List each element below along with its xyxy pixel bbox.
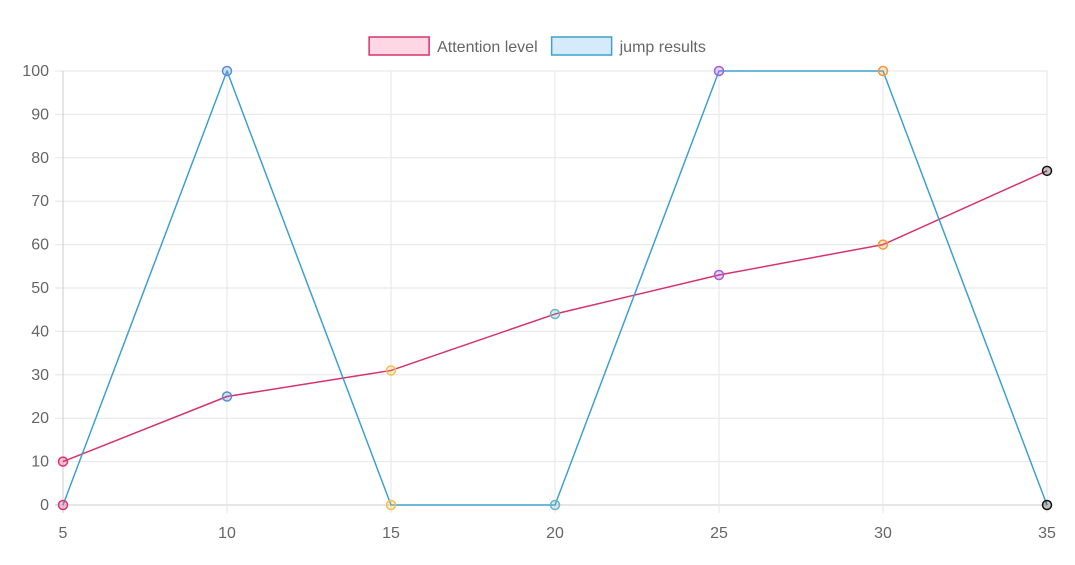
series-lines [62,70,1048,506]
legend-label: Attention level [437,39,538,56]
y-tick-label: 40 [31,323,49,340]
x-tick-label: 30 [874,525,892,542]
data-point-jump-results[interactable] [57,499,69,511]
y-tick-label: 100 [22,63,49,80]
grid [55,70,1048,513]
y-tick-label: 30 [31,367,49,384]
y-tick-label: 70 [31,193,49,210]
data-point-jump-results[interactable] [1041,499,1053,511]
data-point-attention-level[interactable] [877,239,889,250]
data-point-jump-results[interactable] [713,65,725,77]
axes: 0 10 20 30 40 50 60 70 80 90 100 5 10 15 20 25 30 35 [22,63,1056,542]
y-tick-label: 60 [31,237,49,254]
y-tick-label: 10 [31,454,49,471]
y-tick-label: 50 [31,280,49,297]
series-line-jump-results [62,70,1048,506]
y-tick-label: 0 [40,497,49,514]
data-point-jump-results[interactable] [221,65,233,77]
legend-item-jump-results[interactable]: jump results [550,36,706,56]
data-point-jump-results[interactable] [877,65,889,77]
data-point-attention-level[interactable] [221,391,233,402]
series-line-attention-level [62,170,1048,463]
data-points [57,65,1053,511]
x-tick-label: 25 [710,525,728,542]
data-point-jump-results[interactable] [549,499,561,511]
legend-swatch [550,36,613,56]
data-point-attention-level[interactable] [1041,165,1053,177]
data-point-attention-level[interactable] [57,456,69,467]
legend-label: jump results [619,39,706,56]
data-point-attention-level[interactable] [385,365,397,376]
y-tick-label: 90 [31,106,49,123]
data-point-jump-results[interactable] [385,499,397,511]
data-point-attention-level[interactable] [549,308,561,320]
x-tick-label: 5 [59,525,68,542]
x-tick-label: 20 [546,525,564,542]
x-tick-label: 10 [218,525,236,542]
data-point-attention-level[interactable] [713,269,725,281]
y-tick-label: 80 [31,150,49,167]
legend-swatch [368,36,430,56]
y-tick-label: 20 [31,410,49,427]
legend-item-attention-level[interactable]: Attention level [368,36,538,56]
legend[interactable]: Attention level jump results [368,36,706,56]
x-tick-label: 15 [382,525,400,542]
x-tick-label: 35 [1038,525,1056,542]
